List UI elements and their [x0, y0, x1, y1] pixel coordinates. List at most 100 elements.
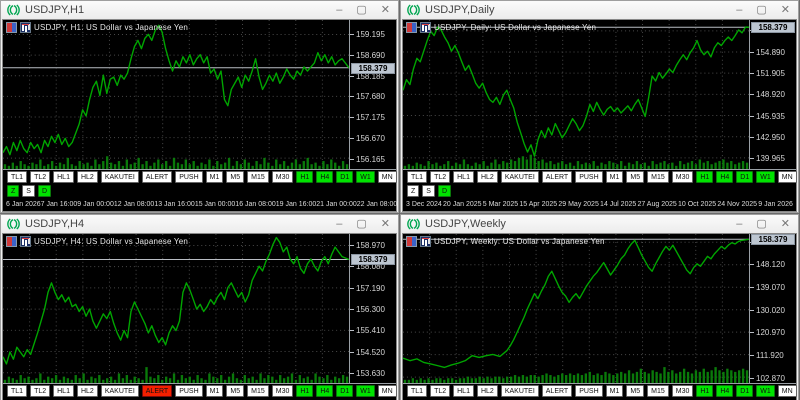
- toolbar-button-w1[interactable]: W1: [356, 171, 375, 183]
- toolbar-button-m15[interactable]: M15: [247, 385, 269, 397]
- toolbar-button-m1[interactable]: M1: [605, 171, 624, 183]
- toolbar-button-h4[interactable]: H4: [716, 385, 734, 397]
- toolbar-button-hl2[interactable]: HL2: [476, 171, 498, 183]
- maximize-button[interactable]: ▢: [756, 4, 767, 16]
- toolbar-button-m1[interactable]: M1: [205, 385, 224, 397]
- toolbar-button-w1[interactable]: W1: [756, 171, 775, 183]
- toolbar-button-hl1[interactable]: HL1: [53, 171, 74, 183]
- toolbar-button-mn[interactable]: MN: [377, 171, 397, 183]
- price-chart[interactable]: [403, 20, 749, 169]
- toolbar-button-m5[interactable]: M5: [226, 171, 245, 183]
- toolbar-button-alert[interactable]: ALERT: [141, 171, 173, 183]
- toolbar-button-h1[interactable]: H1: [696, 385, 714, 397]
- toolbar-button-kakutei[interactable]: KAKUTEI: [500, 171, 539, 183]
- toolbar-button-kakutei[interactable]: KAKUTEI: [100, 385, 139, 397]
- toolbar-button-push[interactable]: PUSH: [575, 385, 603, 397]
- chart-plot-area[interactable]: USDJPY, Daily: US Dollar vs Japanese Yen: [403, 20, 750, 169]
- maximize-button[interactable]: ▢: [756, 218, 767, 230]
- chart-plot-area[interactable]: USDJPY, H4: US Dollar vs Japanese Yen: [3, 234, 350, 383]
- chart-window-usdjpy-weekly[interactable]: USDJPY,Weekly – ▢ ✕ USDJPY, Weekly: US D…: [400, 214, 799, 400]
- maximize-button[interactable]: ▢: [356, 218, 367, 230]
- toolbar-button-m15[interactable]: M15: [247, 171, 269, 183]
- toolbar-button-s[interactable]: S: [22, 185, 35, 197]
- toolbar-button-h1[interactable]: H1: [296, 385, 314, 397]
- toolbar-button-d1[interactable]: D1: [736, 385, 754, 397]
- toolbar-button-tl2[interactable]: TL2: [30, 385, 51, 397]
- toolbar-button-hl1[interactable]: HL1: [53, 385, 74, 397]
- quotes-grid-icon[interactable]: [6, 22, 17, 33]
- price-chart[interactable]: [3, 20, 349, 169]
- toolbar-button-m1[interactable]: M1: [605, 385, 624, 397]
- minimize-button[interactable]: –: [736, 218, 743, 230]
- window-titlebar[interactable]: USDJPY,Daily – ▢ ✕: [401, 1, 798, 19]
- toolbar-button-m15[interactable]: M15: [647, 385, 669, 397]
- toolbar-button-tl2[interactable]: TL2: [430, 171, 451, 183]
- toolbar-button-d1[interactable]: D1: [336, 171, 354, 183]
- toolbar-button-tl2[interactable]: TL2: [30, 171, 51, 183]
- toolbar-button-d[interactable]: D: [37, 185, 52, 197]
- toolbar-button-m5[interactable]: M5: [226, 385, 245, 397]
- toolbar-button-tl1[interactable]: TL1: [7, 171, 28, 183]
- toolbar-button-d[interactable]: D: [437, 185, 452, 197]
- chart-plot-area[interactable]: USDJPY, H1: US Dollar vs Japanese Yen: [3, 20, 350, 169]
- toolbar-button-alert[interactable]: ALERT: [541, 385, 573, 397]
- toolbar-button-hl1[interactable]: HL1: [453, 385, 474, 397]
- close-button[interactable]: ✕: [780, 4, 790, 16]
- toolbar-button-hl2[interactable]: HL2: [76, 385, 98, 397]
- window-titlebar[interactable]: USDJPY,H4 – ▢ ✕: [1, 215, 398, 233]
- toolbar-button-m30[interactable]: M30: [271, 171, 294, 183]
- close-button[interactable]: ✕: [380, 4, 390, 16]
- toolbar-button-h1[interactable]: H1: [696, 171, 714, 183]
- mini-chart-icon[interactable]: [420, 236, 431, 247]
- toolbar-button-kakutei[interactable]: KAKUTEI: [100, 171, 139, 183]
- toolbar-button-h1[interactable]: H1: [296, 171, 314, 183]
- toolbar-button-alert[interactable]: ALERT: [541, 171, 573, 183]
- toolbar-button-d1[interactable]: D1: [736, 171, 754, 183]
- chart-window-usdjpy-h1[interactable]: USDJPY,H1 – ▢ ✕ USDJPY, H1: US Dollar vs…: [0, 0, 399, 213]
- toolbar-button-m15[interactable]: M15: [647, 171, 669, 183]
- toolbar-button-hl2[interactable]: HL2: [476, 385, 498, 397]
- minimize-button[interactable]: –: [336, 218, 343, 230]
- chart-window-usdjpy-h4[interactable]: USDJPY,H4 – ▢ ✕ USDJPY, H4: US Dollar vs…: [0, 214, 399, 400]
- toolbar-button-s[interactable]: S: [422, 185, 435, 197]
- toolbar-button-m1[interactable]: M1: [205, 171, 224, 183]
- toolbar-button-h4[interactable]: H4: [316, 171, 334, 183]
- close-button[interactable]: ✕: [380, 218, 390, 230]
- toolbar-button-hl1[interactable]: HL1: [453, 171, 474, 183]
- price-chart[interactable]: [3, 234, 349, 383]
- toolbar-button-kakutei[interactable]: KAKUTEI: [500, 385, 539, 397]
- toolbar-button-m30[interactable]: M30: [671, 171, 694, 183]
- toolbar-button-z[interactable]: Z: [407, 185, 420, 197]
- toolbar-button-tl1[interactable]: TL1: [407, 171, 428, 183]
- toolbar-button-push[interactable]: PUSH: [575, 171, 603, 183]
- toolbar-button-alert[interactable]: ALERT: [141, 385, 173, 397]
- mini-chart-icon[interactable]: [420, 22, 431, 33]
- window-titlebar[interactable]: USDJPY,Weekly – ▢ ✕: [401, 215, 798, 233]
- quotes-grid-icon[interactable]: [406, 236, 417, 247]
- toolbar-button-tl1[interactable]: TL1: [407, 385, 428, 397]
- toolbar-button-m5[interactable]: M5: [626, 171, 645, 183]
- toolbar-button-h4[interactable]: H4: [716, 171, 734, 183]
- toolbar-button-m30[interactable]: M30: [271, 385, 294, 397]
- toolbar-button-mn[interactable]: MN: [777, 171, 797, 183]
- toolbar-button-m5[interactable]: M5: [626, 385, 645, 397]
- toolbar-button-m30[interactable]: M30: [671, 385, 694, 397]
- toolbar-button-d1[interactable]: D1: [336, 385, 354, 397]
- close-button[interactable]: ✕: [780, 218, 790, 230]
- quotes-grid-icon[interactable]: [406, 22, 417, 33]
- price-chart[interactable]: [403, 234, 749, 383]
- mini-chart-icon[interactable]: [20, 236, 31, 247]
- toolbar-button-hl2[interactable]: HL2: [76, 171, 98, 183]
- toolbar-button-mn[interactable]: MN: [777, 385, 797, 397]
- toolbar-button-w1[interactable]: W1: [356, 385, 375, 397]
- mini-chart-icon[interactable]: [20, 22, 31, 33]
- toolbar-button-tl1[interactable]: TL1: [7, 385, 28, 397]
- toolbar-button-push[interactable]: PUSH: [175, 385, 203, 397]
- toolbar-button-z[interactable]: Z: [7, 185, 20, 197]
- window-titlebar[interactable]: USDJPY,H1 – ▢ ✕: [1, 1, 398, 19]
- toolbar-button-h4[interactable]: H4: [316, 385, 334, 397]
- toolbar-button-push[interactable]: PUSH: [175, 171, 203, 183]
- quotes-grid-icon[interactable]: [6, 236, 17, 247]
- maximize-button[interactable]: ▢: [356, 4, 367, 16]
- toolbar-button-w1[interactable]: W1: [756, 385, 775, 397]
